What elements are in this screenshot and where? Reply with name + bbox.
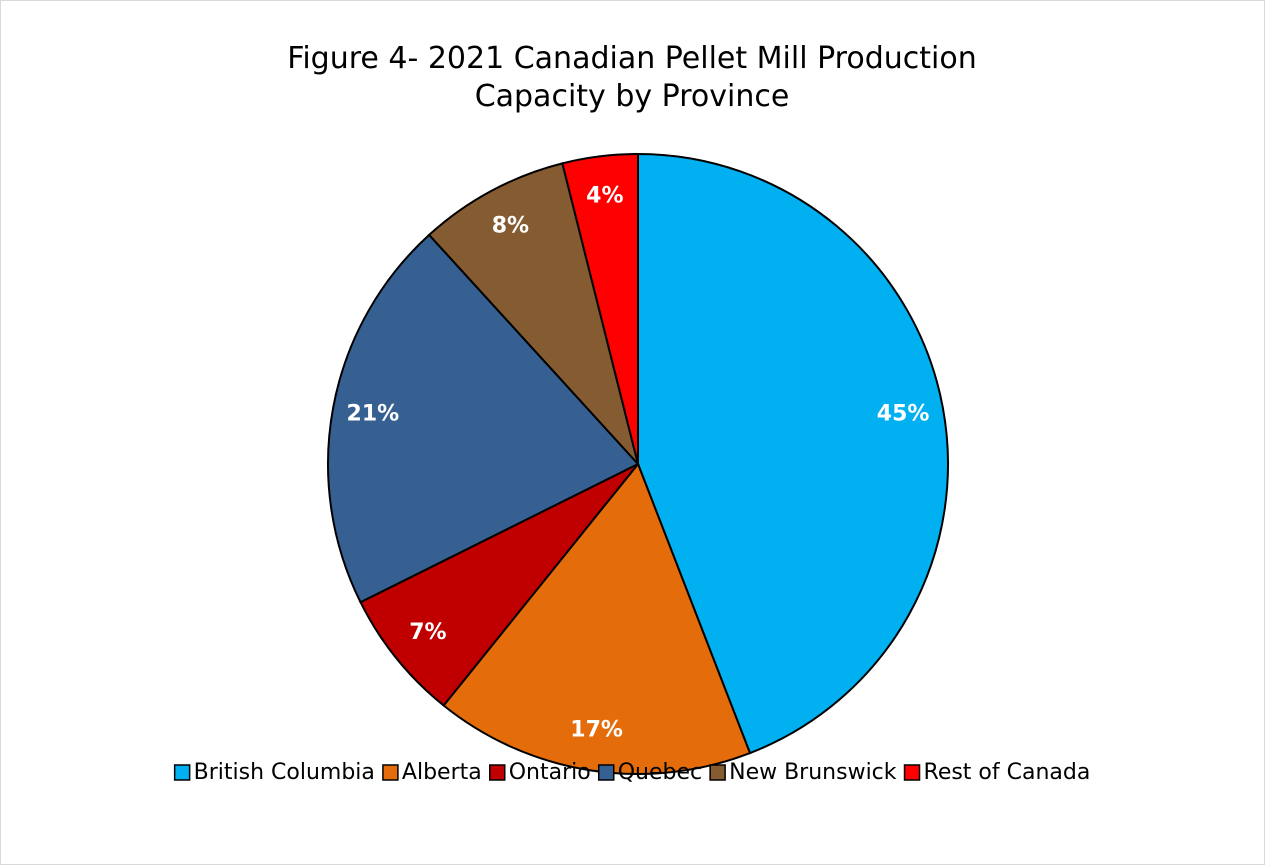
legend-swatch xyxy=(488,764,506,781)
legend-label: British Columbia xyxy=(194,760,375,785)
chart-title: Figure 4- 2021 Canadian Pellet Mill Prod… xyxy=(287,41,977,114)
legend-label: New Brunswick xyxy=(729,760,897,785)
pie-slice xyxy=(637,152,949,755)
data-label: 45% xyxy=(877,401,930,426)
data-label: 7% xyxy=(409,620,446,645)
legend-swatch xyxy=(903,764,921,781)
pie-slice xyxy=(561,152,639,465)
legend-swatch xyxy=(597,764,615,781)
pie-slice xyxy=(427,162,639,465)
legend-label: Rest of Canada xyxy=(924,760,1091,785)
legend-label: Ontario xyxy=(509,760,591,785)
pie-slice xyxy=(359,463,639,707)
legend-label: Alberta xyxy=(402,760,482,785)
legend-swatch xyxy=(173,764,191,781)
data-label: 8% xyxy=(492,213,529,238)
legend-swatch xyxy=(709,764,726,781)
legend-swatch xyxy=(382,764,399,781)
data-label: 4% xyxy=(586,183,623,208)
pie-slice xyxy=(442,462,752,775)
data-label: 17% xyxy=(570,718,623,743)
legend-label: Quebec xyxy=(618,760,702,785)
pie-slice xyxy=(326,233,640,604)
data-label: 21% xyxy=(347,401,400,426)
